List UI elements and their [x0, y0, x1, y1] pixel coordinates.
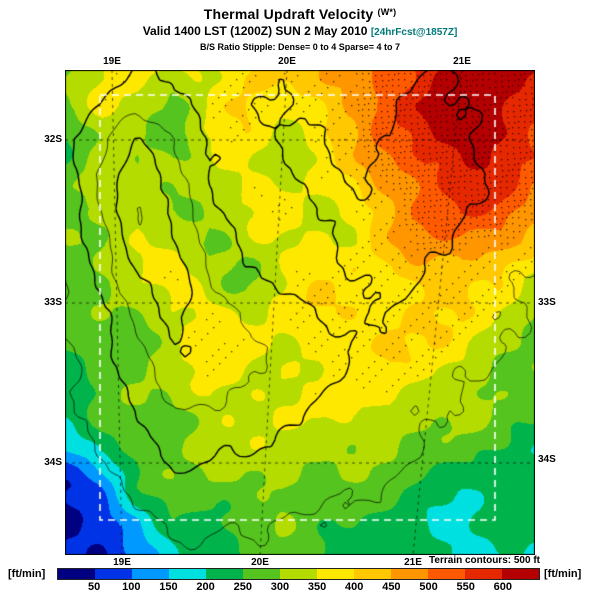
map-canvas	[65, 70, 535, 555]
valid-time-line: Valid 1400 LST (1200Z) SUN 2 May 2010 [2…	[0, 24, 600, 38]
colorbar-segment	[354, 569, 391, 579]
colorbar-tick-label: 500	[419, 581, 438, 593]
tick-label-left: 32S	[44, 134, 62, 145]
colorbar-tick-label: 400	[345, 581, 364, 593]
tick-label-right: 33S	[538, 297, 556, 308]
colorbar-tick-label: 50	[88, 581, 101, 593]
colorbar-unit-left: [ft/min]	[8, 568, 46, 580]
colorbar-unit-right: [ft/min]	[544, 568, 582, 580]
colorbar-tick-label: 250	[233, 581, 252, 593]
colorbar-segment	[465, 569, 502, 579]
colorbar-segment	[391, 569, 428, 579]
tick-label-top: 20E	[278, 56, 296, 67]
colorbar-tick-label: 550	[456, 581, 475, 593]
valid-time: Valid 1400 LST (1200Z) SUN 2 May 2010	[142, 24, 368, 38]
tick-label-left: 34S	[44, 457, 62, 468]
colorbar-tick-label: 450	[382, 581, 401, 593]
tick-label-bottom: 20E	[251, 557, 269, 568]
colorbar-segment	[428, 569, 465, 579]
colorbar-segment	[280, 569, 317, 579]
forecast-tag: [24hrFcst@1857Z]	[370, 27, 458, 38]
colorbar-segment	[169, 569, 206, 579]
colorbar-tick-label: 350	[307, 581, 327, 593]
colorbar-segment	[95, 569, 132, 579]
colorbar-segment	[206, 569, 243, 579]
tick-label-top: 21E	[453, 56, 471, 67]
colorbar	[57, 568, 540, 580]
colorbar-tick-label: 200	[196, 581, 215, 593]
tick-label-bottom: 19E	[113, 557, 131, 568]
stipple-note: B/S Ratio Stipple: Dense= 0 to 4 Sparse=…	[199, 42, 401, 52]
colorbar-tick-labels: 50 100 150 200 250 300 350 400 450 500 550 600	[57, 581, 540, 596]
terrain-contours-note: Terrain contours: 500 ft	[429, 555, 540, 566]
colorbar-tick-label: 150	[159, 581, 178, 593]
tick-label-top: 19E	[103, 56, 121, 67]
colorbar-tick-label: 300	[270, 581, 290, 593]
tick-label-bottom: 21E	[404, 557, 422, 568]
page-title: Thermal Updraft Velocity (W*)	[0, 6, 600, 22]
colorbar-segment	[502, 569, 539, 579]
colorbar-tick-label: 600	[493, 581, 513, 593]
colorbar-tick-label: 100	[122, 581, 141, 593]
colorbar-segment	[132, 569, 169, 579]
colorbar-segment	[58, 569, 95, 579]
tick-label-left: 33S	[44, 297, 62, 308]
chart-title-units: (W*)	[377, 7, 397, 17]
tick-label-right: 34S	[538, 454, 556, 465]
chart-title: Thermal Updraft Velocity	[203, 6, 374, 22]
colorbar-segment	[317, 569, 354, 579]
colorbar-segment	[243, 569, 280, 579]
